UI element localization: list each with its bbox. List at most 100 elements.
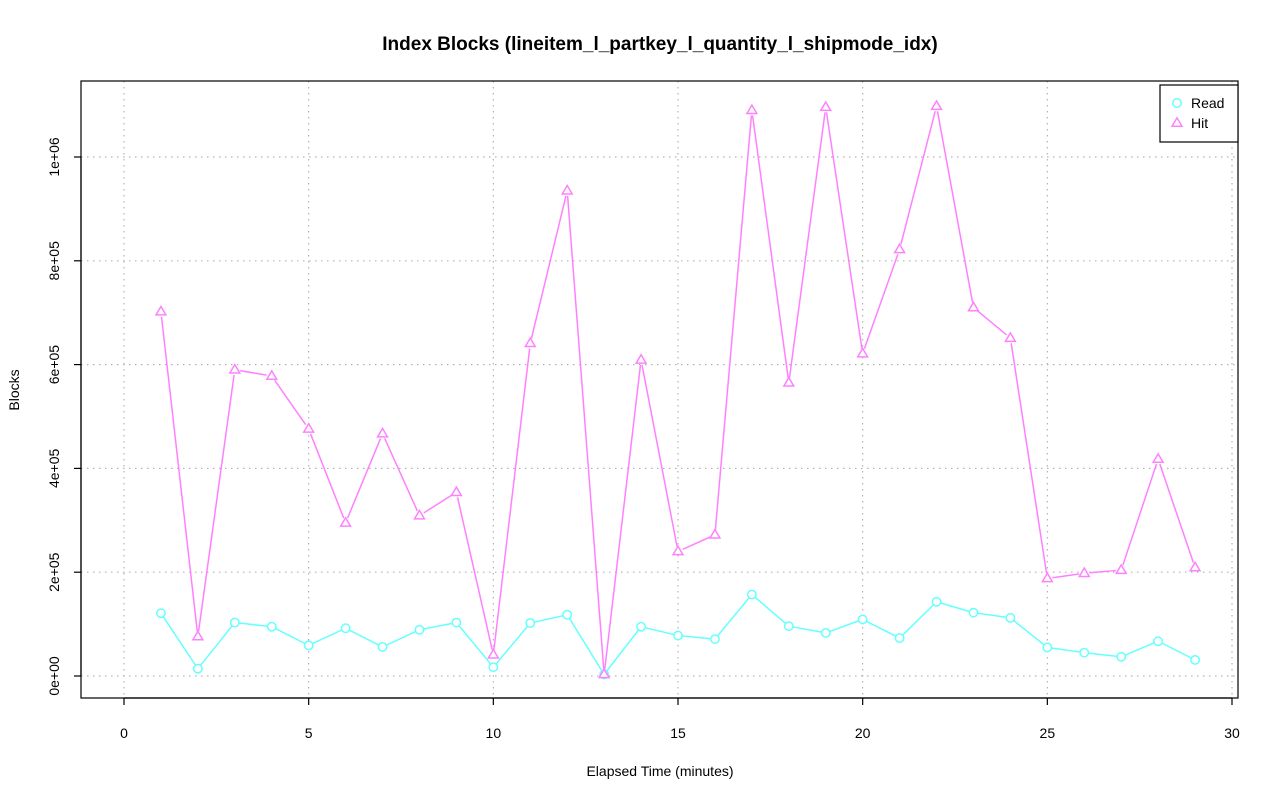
x-tick-label: 10 [486, 725, 502, 741]
series-read-segment [162, 616, 197, 666]
x-tick-label: 25 [1040, 725, 1056, 741]
series-hit-segment [1010, 343, 1048, 574]
series-hit-segment [1159, 463, 1195, 563]
data-point-hit [228, 363, 242, 374]
data-point-hit [1004, 331, 1017, 343]
series-read-segment [902, 604, 935, 636]
series-hit-segment [423, 494, 453, 514]
y-tick-label: 2e+05 [46, 552, 62, 592]
series-hit-segment [1052, 573, 1080, 579]
series-read-segment [386, 630, 416, 646]
data-point-hit [302, 422, 315, 433]
series-read-segment [349, 629, 380, 646]
series-read-segment [1051, 647, 1081, 653]
series-read-segment [792, 626, 822, 633]
legend-marker-read [1172, 98, 1182, 108]
series-read-segment [1013, 619, 1045, 646]
data-point-hit [708, 528, 722, 539]
series-hit-segment [274, 379, 307, 426]
series-hit-segment [1089, 569, 1117, 574]
data-point-read [340, 623, 351, 634]
data-point-read [1116, 651, 1127, 662]
series-hit [154, 99, 1202, 679]
data-point-read [636, 621, 647, 632]
y-tick-label: 1e+06 [46, 137, 62, 177]
series-hit-segment [788, 112, 826, 378]
data-point-read [155, 608, 166, 619]
series-hit-segment [900, 110, 936, 245]
series-read-segment [312, 629, 343, 645]
x-tick-label: 5 [305, 725, 313, 741]
series-hit-segment [309, 433, 345, 519]
x-axis-label: Elapsed Time (minutes) [586, 763, 733, 779]
series-read-segment [940, 602, 970, 613]
data-point-hit [1151, 452, 1165, 464]
series-hit-segment [197, 374, 235, 632]
data-point-hit [265, 369, 278, 380]
series-read-segment [644, 626, 675, 636]
data-point-hit [930, 99, 943, 111]
x-tick-label: 20 [855, 725, 871, 741]
y-tick-label: 0e+00 [46, 656, 62, 696]
data-point-read [377, 641, 388, 652]
data-point-hit [597, 667, 611, 679]
series-hit-segment [1122, 463, 1158, 566]
data-point-hit [191, 629, 205, 641]
series-hit-segment [383, 438, 419, 512]
series-hit-segment [346, 438, 382, 519]
grid [81, 81, 1238, 698]
x-tick-label: 30 [1224, 725, 1240, 741]
data-point-hit [1188, 560, 1202, 572]
data-point-read [894, 633, 905, 644]
y-tick-label: 4e+05 [46, 449, 62, 489]
series-hit-segment [976, 310, 1007, 336]
series-hit-segment [714, 115, 753, 530]
series-read-segment [1161, 642, 1192, 659]
data-point-hit [782, 376, 796, 387]
x-axis: 0 5 10 15 20 25 30 [120, 697, 1240, 741]
data-point-hit [376, 426, 389, 438]
legend-label-hit: Hit [1191, 115, 1208, 131]
series-hit-segment [641, 364, 678, 547]
series-hit-segment [160, 316, 199, 632]
data-point-hit [450, 485, 463, 497]
data-point-hit [1078, 566, 1091, 578]
series-read-segment [199, 625, 233, 666]
series-read-segment [423, 622, 453, 630]
series-hit-segment [566, 195, 605, 670]
series-hit-segment [751, 115, 789, 378]
series-read-segment [606, 629, 640, 672]
data-point-read [968, 607, 979, 618]
series-hit-segment [603, 365, 642, 670]
data-point-read [414, 624, 425, 635]
data-point-hit [671, 544, 685, 556]
data-point-hit [856, 347, 869, 358]
x-tick-label: 15 [670, 725, 686, 741]
series-layer [154, 99, 1202, 680]
series-read-segment [275, 627, 306, 645]
data-point-hit [487, 648, 500, 659]
data-point-read [451, 617, 462, 628]
data-point-read [820, 627, 831, 638]
data-point-hit [819, 100, 832, 112]
data-point-read [931, 596, 942, 607]
data-point-read [192, 663, 203, 674]
data-point-hit [967, 300, 980, 312]
data-point-read [857, 614, 868, 625]
y-tick-label: 8e+05 [46, 241, 62, 281]
series-hit-segment [682, 536, 711, 550]
series-read-segment [1088, 652, 1118, 658]
series-read-segment [866, 620, 897, 637]
data-point-read [746, 589, 757, 600]
data-point-read [1079, 647, 1090, 658]
legend: Read Hit [1159, 84, 1239, 143]
series-hit-segment [863, 254, 899, 350]
legend-marker-hit [1170, 116, 1184, 127]
series-read-segment [754, 596, 787, 625]
data-point-read [266, 621, 277, 632]
series-read-segment [829, 620, 859, 633]
data-point-read [1153, 636, 1164, 647]
chart-title: Index Blocks (lineitem_l_partkey_l_quant… [382, 34, 937, 55]
